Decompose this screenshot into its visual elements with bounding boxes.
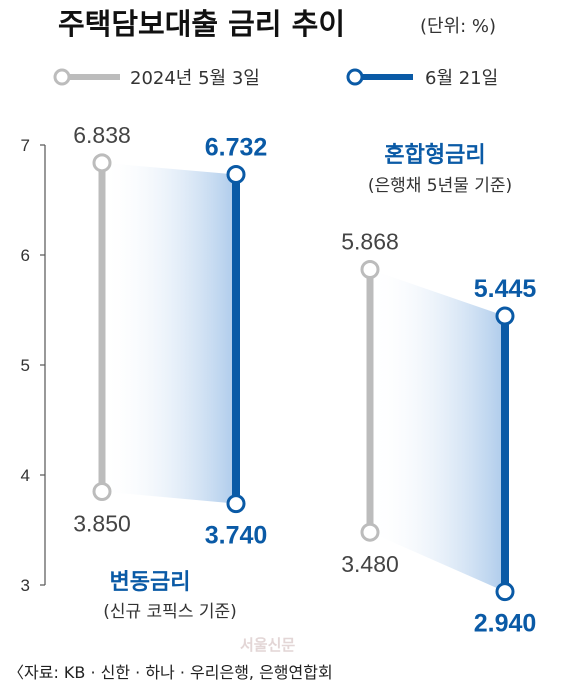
legend-label-jun21: 6월 21일 [425, 68, 498, 89]
legend-item-jun21: 6월 21일 [346, 68, 498, 89]
watermark-logo: 서울신문 [240, 636, 295, 654]
group-title-variable: 변동금리 [110, 570, 191, 595]
label-may3-high: 6.838 [73, 122, 131, 148]
value-labels: 6.838 3.850 6.732 3.740 5.868 3.480 5.445 2.940 [73, 122, 536, 638]
y-tick-label: 3 [21, 576, 30, 595]
point-jun21-high [495, 306, 515, 326]
y-tick-label: 7 [21, 136, 30, 155]
point-may3-high [92, 153, 112, 173]
label-may3-low: 3.850 [73, 511, 131, 537]
range-bands [102, 162, 505, 592]
point-jun21-low [226, 494, 246, 514]
legend-label-may3: 2024년 5월 3일 [130, 68, 260, 89]
label-may3-high: 5.868 [341, 229, 399, 255]
point-jun21-high [226, 164, 246, 184]
label-jun21-high: 6.732 [205, 133, 268, 161]
chart-title: 주택담보대출 금리 추이 [58, 7, 345, 41]
group-note-mixed: (은행채 5년물 기준) [368, 176, 512, 196]
y-axis-ticks: 3 4 5 6 7 [21, 136, 45, 595]
range-band [102, 162, 236, 504]
y-tick-label: 5 [21, 356, 30, 375]
point-jun21-low [495, 582, 515, 602]
y-tick-label: 4 [21, 466, 30, 485]
y-tick-label: 6 [21, 246, 30, 265]
legend-marker-gray [53, 68, 71, 86]
point-may3-high [360, 260, 380, 280]
point-may3-low [360, 522, 380, 542]
unit-label: (단위: %) [420, 16, 496, 37]
group-title-mixed: 혼합형금리 [384, 142, 485, 168]
label-jun21-low: 2.940 [474, 610, 537, 638]
range-band [370, 269, 505, 592]
legend: 2024년 5월 3일 6월 21일 [53, 68, 498, 89]
legend-marker-blue [346, 68, 364, 86]
legend-item-may3: 2024년 5월 3일 [53, 68, 260, 89]
source-note: 〈자료: KB · 신한 · 하나 · 우리은행, 은행연합회 [8, 663, 333, 682]
point-may3-low [92, 482, 112, 501]
label-jun21-high: 5.445 [474, 275, 537, 303]
label-jun21-low: 3.740 [205, 522, 268, 550]
label-may3-low: 3.480 [341, 551, 399, 577]
group-note-variable: (신규 코픽스 기준) [103, 602, 237, 622]
range-bars [92, 153, 515, 602]
